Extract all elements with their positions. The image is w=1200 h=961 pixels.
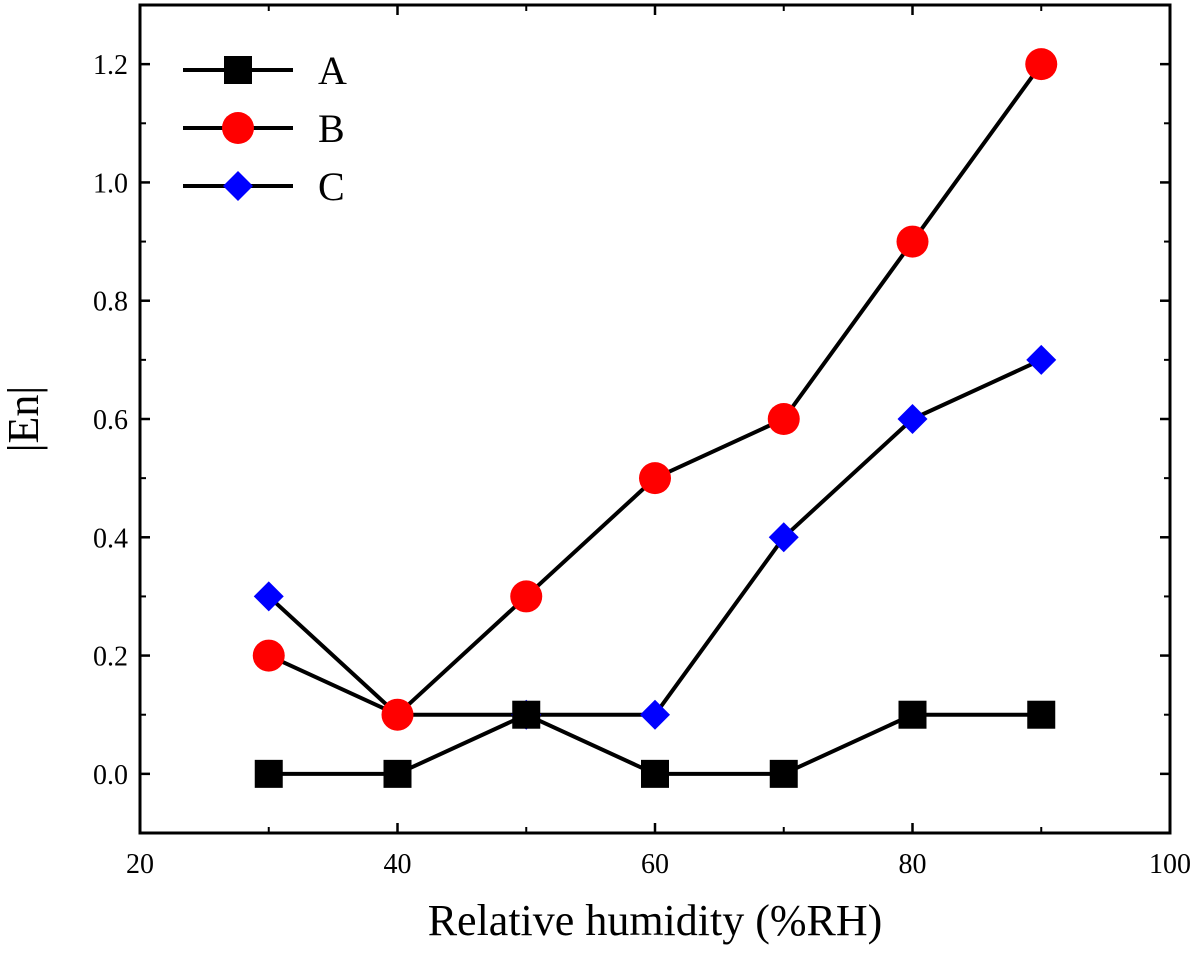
legend-marker-a [224,56,252,84]
x-tick-label: 100 [1149,849,1191,880]
legend: ABC [183,48,347,209]
y-tick-label: 1.2 [93,50,128,81]
x-axis-title: Relative humidity (%RH) [428,896,883,945]
y-axis-title: |En| [0,386,48,453]
x-tick-label: 80 [899,849,927,880]
y-tick-label: 0.2 [93,642,128,673]
series-c-point [768,522,799,553]
legend-label-c: C [318,164,345,209]
series-b-point [510,580,543,613]
series-a-point [1027,700,1056,729]
series-a-point [383,759,412,788]
series-b-point [381,698,414,731]
series-b-point [1025,48,1058,81]
series-b-line [267,62,1043,717]
series-a-point [254,759,283,788]
series-b-point [767,403,800,435]
series-a-point [898,700,927,729]
series-c-point [253,581,284,612]
series-a-point [769,759,798,788]
series-b-point [252,639,285,672]
legend-marker-b [222,112,254,144]
series-c-point [640,699,670,730]
series-a-point [512,700,541,729]
series-b-point [896,225,929,258]
series-c-line [267,358,1043,717]
series-b-point [639,462,671,495]
legend-marker-c [223,171,253,201]
series-a-point [641,759,669,788]
legend-label-b: B [318,106,345,151]
x-tick-label: 60 [641,849,669,880]
y-tick-label: 1.0 [93,168,128,199]
legend-label-a: A [318,48,347,93]
x-tick-label: 40 [384,849,412,880]
y-tick-label: 0.4 [93,523,128,554]
x-tick-label: 20 [126,849,154,880]
y-tick-label: 0.8 [93,287,128,318]
y-tick-label: 0.6 [93,405,128,436]
axis-ticks: 20 40 60 80 100 0.0 0.2 0.4 0.6 0.8 1.0 1.2 [93,4,1191,880]
series-c-point [1026,344,1057,375]
series-c-point [897,404,928,434]
plot-layer [252,48,1058,788]
y-tick-label: 0.0 [93,760,128,791]
